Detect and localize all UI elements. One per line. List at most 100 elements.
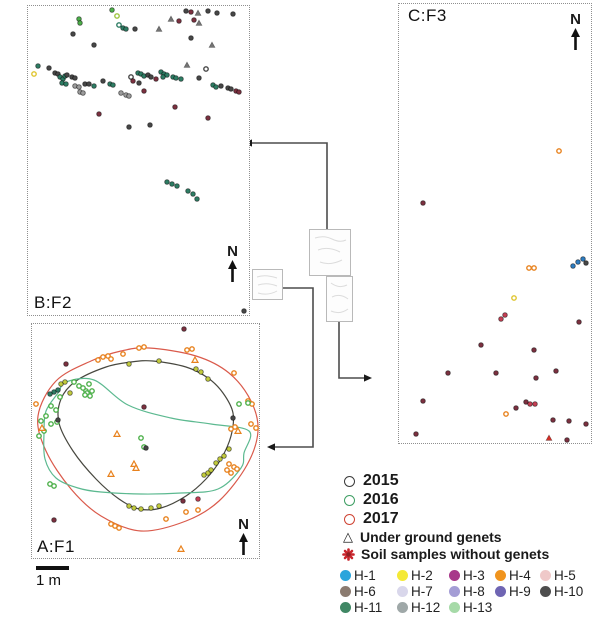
legend-underground-label: Under ground genets <box>360 529 502 545</box>
h-color-label: H-2 <box>411 568 433 583</box>
genet-point <box>570 263 576 269</box>
genet-point-open <box>163 516 169 522</box>
genet-point <box>169 181 175 187</box>
genet-point <box>35 63 41 69</box>
genet-triangle <box>233 426 243 434</box>
legend-year-label: 2015 <box>363 472 399 489</box>
genet-triangle <box>106 469 116 477</box>
genet-point-open <box>203 66 209 72</box>
genet-point-open <box>231 370 237 376</box>
genet-point <box>76 84 82 90</box>
north-arrow-b-f2: N <box>226 244 239 282</box>
genet-point <box>236 89 242 95</box>
legend-h-item: H-7 <box>397 584 449 599</box>
genet-point <box>190 191 196 197</box>
legend-h-item: H-2 <box>397 568 449 583</box>
scale-bar: 1 m <box>36 566 69 589</box>
genet-point <box>180 498 186 504</box>
genet-point <box>188 35 194 41</box>
genet-point-open <box>531 265 537 271</box>
legend-soil-label: Soil samples without genets <box>361 546 550 562</box>
legend-year-label: 2016 <box>363 491 399 508</box>
panel-b-f2: B:F2 N <box>27 5 250 316</box>
genet-point-open <box>116 22 122 28</box>
circle-2017-icon <box>344 513 355 525</box>
genet-point-open <box>184 347 190 353</box>
h-color-dot-icon <box>397 570 408 581</box>
genet-point <box>217 456 223 462</box>
genet-point <box>478 342 484 348</box>
arrow-to-c-f3-head <box>364 374 372 382</box>
genet-point <box>62 379 68 385</box>
genet-point-open <box>114 13 120 19</box>
genet-point <box>188 9 194 15</box>
genet-point <box>193 366 199 372</box>
legend: 2015 2016 2017 △ Under ground genets <box>340 472 598 615</box>
genet-point <box>221 453 227 459</box>
h-color-dot-icon <box>495 570 506 581</box>
h-color-label: H-10 <box>554 584 584 599</box>
genet-point-open <box>108 356 114 362</box>
genet-triangle <box>176 544 186 552</box>
genet-point <box>148 505 154 511</box>
genet-point <box>51 517 57 523</box>
genet-point <box>420 398 426 404</box>
h-color-dot-icon <box>540 586 551 597</box>
legend-h-item: H-10 <box>540 584 592 599</box>
genet-point <box>136 80 142 86</box>
genet-point-open <box>31 71 37 77</box>
genet-point <box>183 8 189 14</box>
genet-point <box>126 361 132 367</box>
legend-h-item: H-5 <box>540 568 592 583</box>
genet-point-open <box>80 385 86 391</box>
genet-point <box>191 17 197 23</box>
scale-bar-label: 1 m <box>36 572 62 589</box>
legend-year-label: 2017 <box>363 510 399 527</box>
genet-point-open <box>253 425 259 431</box>
legend-h-item: H-4 <box>495 568 540 583</box>
genet-point <box>213 460 219 466</box>
h-color-dot-icon <box>397 586 408 597</box>
h-color-dot-icon <box>449 586 460 597</box>
genet-triangle <box>167 15 175 22</box>
genet-point-open <box>228 470 234 476</box>
genet-point <box>70 31 76 37</box>
genet-point <box>46 65 52 71</box>
genet-point <box>196 75 202 81</box>
genet-point <box>198 369 204 375</box>
genet-point <box>138 506 144 512</box>
h-color-label: H-5 <box>554 568 576 583</box>
legend-h-item: H-12 <box>397 600 449 615</box>
genet-point <box>91 42 97 48</box>
genet-triangle <box>190 355 200 363</box>
genet-point <box>72 75 78 81</box>
genet-point <box>213 84 219 90</box>
genet-point <box>583 260 589 266</box>
genet-point <box>109 7 115 13</box>
panel-label-b-f2: B:F2 <box>34 293 72 312</box>
north-letter: N <box>227 243 238 260</box>
genet-point <box>214 10 220 16</box>
genet-point <box>153 76 159 82</box>
h-color-label: H-1 <box>354 568 376 583</box>
h-color-label: H-9 <box>509 584 531 599</box>
genet-point <box>123 26 129 32</box>
genet-point-open <box>245 400 251 406</box>
genet-point <box>527 401 533 407</box>
genet-point-open <box>224 467 230 473</box>
genet-point-open <box>232 424 238 430</box>
genet-point <box>576 319 582 325</box>
h-color-dot-icon <box>397 602 408 613</box>
genet-point <box>445 370 451 376</box>
north-letter: N <box>570 11 581 28</box>
genet-point-open <box>195 507 201 513</box>
genet-point-open <box>138 435 144 441</box>
genet-point <box>63 81 69 87</box>
legend-h-item: H-3 <box>449 568 495 583</box>
panel-c-f3: C:F3 N <box>398 3 592 444</box>
arrow-to-b-f2 <box>252 142 328 231</box>
genet-point <box>550 417 556 423</box>
scale-bar-line <box>36 566 69 570</box>
genet-point <box>130 78 136 84</box>
